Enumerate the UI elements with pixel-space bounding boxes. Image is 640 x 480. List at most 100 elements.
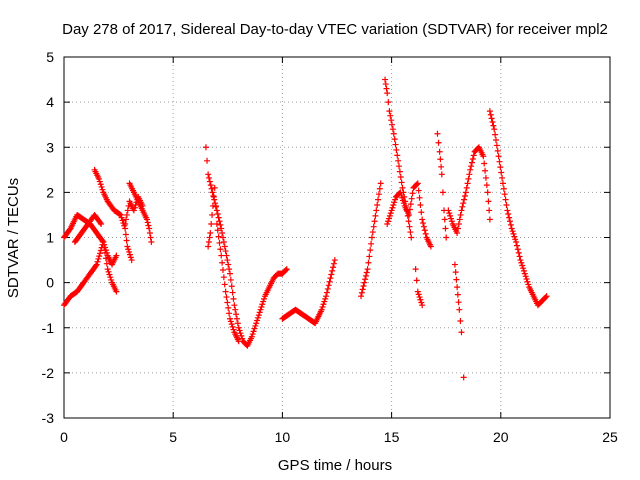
data-point [522, 273, 529, 280]
data-point [413, 181, 420, 188]
data-point [227, 276, 234, 283]
data-point [461, 196, 468, 203]
data-point [253, 320, 260, 327]
data-point [327, 275, 334, 282]
data-point [486, 108, 493, 115]
data-point [438, 171, 445, 178]
data-point [206, 178, 213, 185]
data-point [283, 266, 290, 273]
data-point [100, 239, 107, 246]
data-point [117, 211, 124, 218]
data-point [105, 268, 112, 275]
data-point [99, 186, 106, 193]
data-point [436, 148, 443, 155]
data-point [459, 203, 466, 210]
data-point [500, 185, 507, 192]
data-point [521, 270, 528, 277]
data-point [254, 317, 261, 324]
data-point [330, 260, 337, 267]
data-point [515, 249, 522, 256]
data-point [508, 225, 515, 232]
data-point [216, 239, 223, 246]
data-point [131, 204, 138, 211]
data-point [483, 182, 490, 189]
data-point [481, 160, 488, 167]
data-point [484, 189, 491, 196]
data-point [523, 276, 530, 283]
data-point [506, 218, 513, 225]
data-point [399, 194, 406, 201]
data-point [122, 220, 129, 227]
data-point [375, 191, 382, 198]
data-point [504, 207, 511, 214]
data-point [359, 286, 366, 293]
data-point [113, 252, 120, 259]
y-tick-labels: -3 -2 -1 0 1 2 3 4 5 [42, 49, 55, 426]
data-point [414, 288, 421, 295]
data-point [219, 266, 226, 273]
data-point [427, 243, 434, 250]
data-point [396, 168, 403, 175]
data-point [490, 122, 497, 129]
data-point [460, 200, 467, 207]
data-point [128, 257, 135, 264]
data-point [419, 216, 426, 223]
data-point [258, 303, 265, 310]
data-point [93, 261, 100, 268]
data-point [497, 164, 504, 171]
data-point [458, 329, 465, 336]
data-point [102, 255, 109, 262]
data-point [516, 253, 523, 260]
data-point [520, 267, 527, 274]
data-point [206, 234, 213, 241]
data-point [255, 312, 262, 319]
data-point [205, 171, 212, 178]
data-point [397, 174, 404, 181]
data-point [373, 207, 380, 214]
data-point [406, 206, 413, 213]
data-point [434, 130, 441, 137]
data-point [406, 223, 413, 230]
data-point [418, 299, 425, 306]
data-point [437, 156, 444, 163]
data-point [113, 288, 120, 295]
data-point [456, 216, 463, 223]
data-point [470, 152, 477, 159]
data-point [456, 306, 463, 313]
data-point [386, 108, 393, 115]
data-point [360, 283, 367, 290]
data-point [377, 180, 384, 187]
data-point [482, 167, 489, 174]
data-point [95, 175, 102, 182]
data-point [97, 247, 104, 254]
data-point [465, 175, 472, 182]
data-point [390, 130, 397, 137]
data-point [385, 215, 392, 222]
data-point [482, 174, 489, 181]
data-point [468, 159, 475, 166]
data-point [390, 202, 397, 209]
data-point [435, 139, 442, 146]
data-point [222, 288, 229, 295]
data-point [393, 146, 400, 153]
data-point [148, 239, 155, 246]
data-point [123, 216, 130, 223]
data-point [125, 246, 132, 253]
data-point [212, 202, 219, 209]
data-point [215, 233, 222, 240]
data-point [233, 315, 240, 322]
data-point [452, 269, 459, 276]
data-point [438, 163, 445, 170]
data-point [97, 219, 104, 226]
data-point [397, 189, 404, 196]
data-point [228, 283, 235, 290]
y-tick-label: 5 [46, 49, 54, 65]
y-tick-label: -2 [42, 365, 55, 381]
data-point [205, 243, 212, 250]
data-point [512, 236, 519, 243]
data-point [250, 328, 257, 335]
data-point [374, 202, 381, 209]
data-point [208, 220, 215, 227]
data-point [407, 201, 414, 208]
data-point [97, 181, 104, 188]
